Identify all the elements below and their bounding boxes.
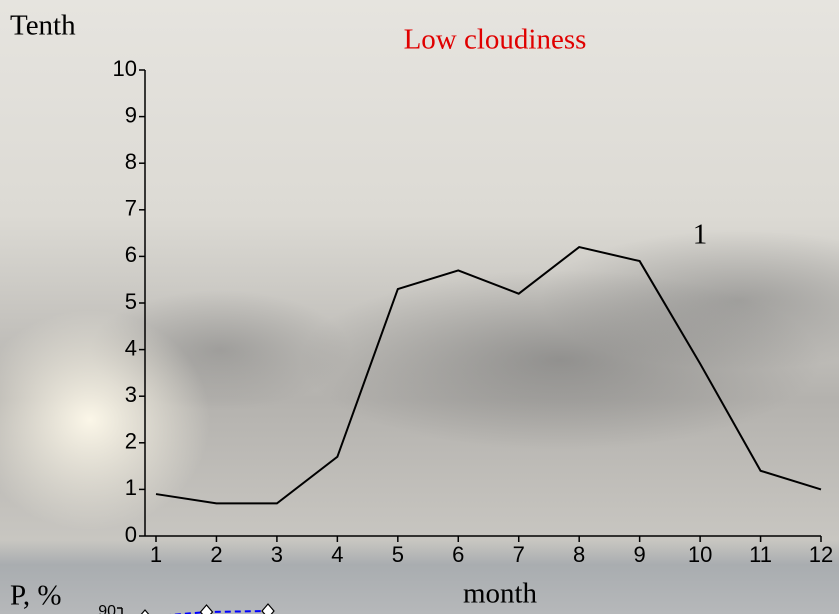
x-tick-label: 3 bbox=[271, 542, 283, 567]
y-tick-label: 3 bbox=[125, 382, 137, 407]
y-tick-label: 5 bbox=[125, 289, 137, 314]
y-tick-label: 6 bbox=[125, 242, 137, 267]
x-tick-label: 4 bbox=[331, 542, 343, 567]
y-axis-label: Tenth bbox=[10, 10, 76, 42]
y-tick-label: 0 bbox=[125, 522, 137, 547]
y-tick-label: 9 bbox=[125, 102, 137, 127]
x-tick-label: 11 bbox=[749, 542, 772, 567]
x-tick-label: 6 bbox=[452, 542, 464, 567]
x-tick-label: 7 bbox=[513, 542, 525, 567]
y-axis-label: P, % bbox=[10, 580, 62, 612]
x-tick-label: 12 bbox=[809, 542, 833, 567]
y-tick-label: 90 bbox=[98, 603, 116, 614]
y-tick-label: 2 bbox=[125, 429, 137, 454]
data-point bbox=[261, 603, 275, 614]
x-tick-label: 1 bbox=[150, 542, 162, 567]
y-tick-label: 7 bbox=[125, 196, 137, 221]
chart-title: Low cloudiness bbox=[404, 24, 587, 56]
x-tick-label: 9 bbox=[634, 542, 646, 567]
y-tick-label: 8 bbox=[125, 149, 137, 174]
x-tick-label: 8 bbox=[573, 542, 585, 567]
x-axis-label: month bbox=[463, 578, 538, 610]
data-point bbox=[140, 609, 150, 614]
series-label: 1 bbox=[693, 219, 708, 251]
y-tick-label: 4 bbox=[125, 335, 137, 360]
data-line bbox=[155, 245, 822, 505]
x-tick-label: 5 bbox=[392, 542, 404, 567]
x-tick-label: 2 bbox=[210, 542, 222, 567]
data-point bbox=[199, 604, 214, 614]
y-tick-label: 10 bbox=[113, 56, 137, 81]
x-tick-label: 10 bbox=[688, 542, 712, 567]
y-tick-label: 1 bbox=[125, 475, 137, 500]
